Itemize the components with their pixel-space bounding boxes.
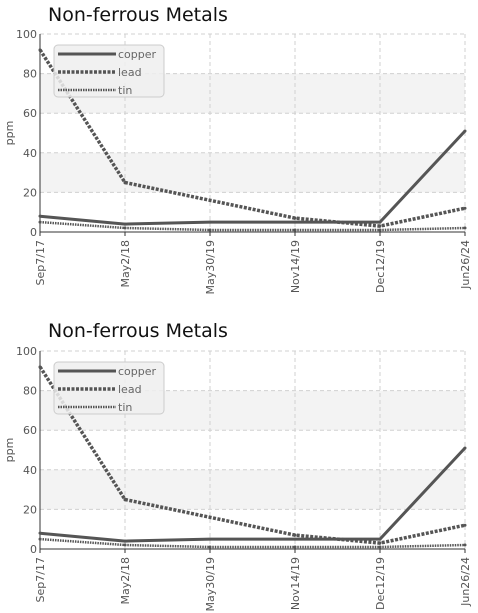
data-point-copper	[293, 537, 297, 541]
data-point-copper	[38, 531, 42, 535]
y-tick-label: 0	[30, 226, 37, 239]
y-axis-label: ppm	[3, 121, 16, 146]
x-tick-label: May30/19	[204, 240, 217, 294]
data-point-lead	[293, 216, 297, 220]
data-point-lead	[378, 541, 382, 545]
data-point-lead	[463, 206, 467, 210]
legend-label-tin: tin	[118, 401, 132, 414]
data-point-lead	[208, 515, 212, 519]
data-point-lead	[208, 198, 212, 202]
data-point-lead	[38, 365, 42, 369]
y-tick-label: 100	[16, 28, 37, 41]
series-line-tin	[39, 220, 466, 232]
x-tick-label: Dec12/19	[374, 240, 387, 293]
x-tick-label: Sep7/17	[34, 240, 47, 285]
data-point-tin	[38, 220, 42, 224]
grid-band	[40, 469, 465, 510]
series-line-lead	[38, 365, 466, 545]
data-point-copper	[38, 214, 42, 218]
data-point-copper	[378, 220, 382, 224]
chart-top: Non-ferrous Metals 0 20 40 60 80 100 Sep7/17 Ma…	[3, 4, 472, 294]
data-point-lead	[463, 523, 467, 527]
x-tick-label: Sep7/17	[34, 557, 47, 602]
data-point-tin	[378, 228, 382, 232]
y-tick-label: 60	[23, 107, 37, 120]
x-tick-label: May30/19	[204, 557, 217, 611]
x-tick-label: Dec12/19	[374, 557, 387, 610]
series-line-copper	[39, 446, 467, 543]
grid-band	[40, 152, 465, 193]
chart-bottom: Non-ferrous Metals 0 20 40 60 80 100 Sep7/17 Ma…	[3, 320, 472, 611]
legend-label-lead: lead	[118, 383, 142, 396]
data-point-lead	[378, 224, 382, 228]
data-point-copper	[293, 220, 297, 224]
x-tick-label: May2/18	[119, 557, 132, 604]
data-point-tin	[123, 543, 127, 547]
data-point-copper	[123, 539, 127, 543]
data-point-tin	[463, 226, 467, 230]
data-point-copper	[123, 222, 127, 226]
chart-title: Non-ferrous Metals	[48, 320, 228, 342]
legend: copper lead tin	[53, 361, 165, 415]
data-point-copper	[463, 129, 467, 133]
series-line-copper	[39, 129, 467, 226]
legend-label-lead: lead	[118, 66, 142, 79]
data-point-lead	[38, 48, 42, 52]
data-point-tin	[208, 228, 212, 232]
data-point-tin	[463, 543, 467, 547]
x-tick-label: Nov14/19	[289, 557, 302, 610]
data-point-copper	[208, 537, 212, 541]
data-point-copper	[463, 446, 467, 450]
y-tick-label: 80	[23, 68, 37, 81]
data-point-copper	[208, 220, 212, 224]
data-point-tin	[378, 545, 382, 549]
y-tick-label: 0	[30, 543, 37, 556]
y-tick-label: 40	[23, 147, 37, 160]
data-point-copper	[378, 537, 382, 541]
data-point-tin	[123, 226, 127, 230]
y-tick-label: 20	[23, 503, 37, 516]
legend: copper lead tin	[53, 44, 165, 98]
legend-label-tin: tin	[118, 84, 132, 97]
series-line-tin	[39, 537, 466, 549]
data-point-tin	[38, 537, 42, 541]
legend-label-copper: copper	[118, 365, 157, 378]
data-point-lead	[123, 181, 127, 184]
y-axis-label: ppm	[3, 438, 16, 463]
y-tick-label: 100	[16, 345, 37, 358]
y-tick-label: 80	[23, 385, 37, 398]
y-tick-label: 40	[23, 464, 37, 477]
data-point-lead	[123, 498, 127, 501]
x-tick-label: Nov14/19	[289, 240, 302, 293]
x-tick-label: Jun26/24	[459, 557, 472, 607]
data-point-tin	[293, 545, 297, 549]
y-tick-label: 60	[23, 424, 37, 437]
x-tick-label: Jun26/24	[459, 240, 472, 290]
series-line-lead	[38, 48, 466, 228]
data-point-tin	[208, 545, 212, 549]
chart-title: Non-ferrous Metals	[48, 4, 228, 26]
data-point-tin	[293, 228, 297, 232]
x-tick-label: May2/18	[119, 240, 132, 287]
y-tick-label: 20	[23, 186, 37, 199]
data-point-lead	[293, 533, 297, 537]
legend-label-copper: copper	[118, 48, 157, 61]
